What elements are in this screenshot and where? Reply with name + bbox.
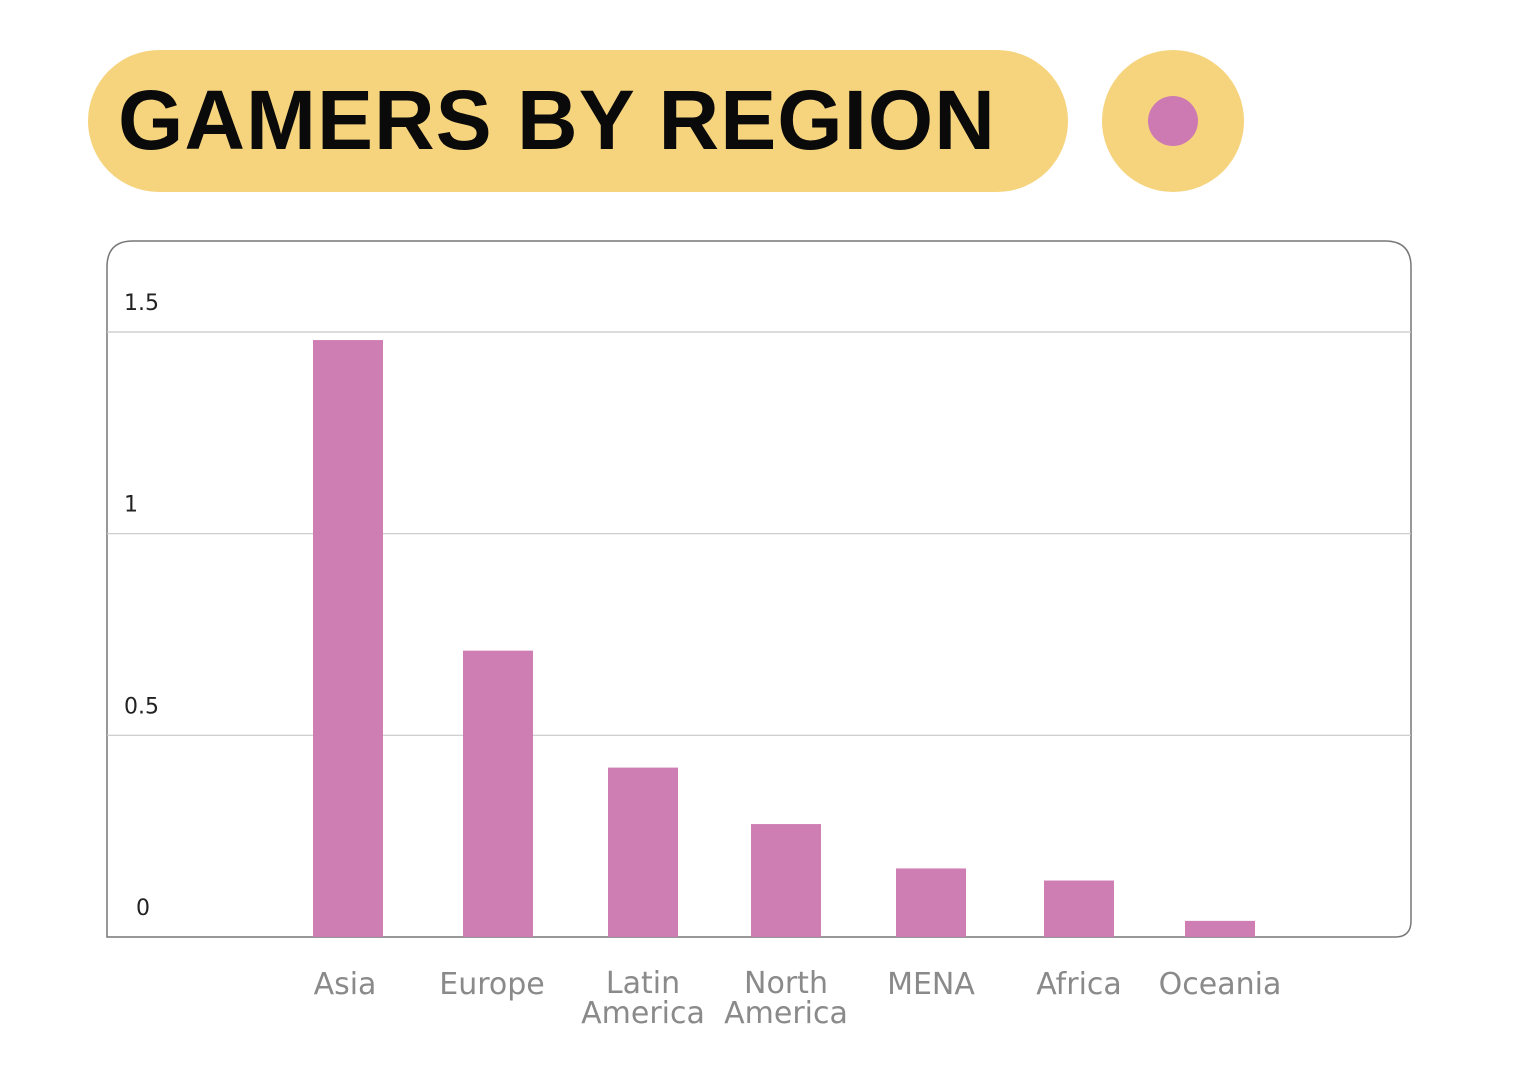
- dot-icon: [1148, 96, 1198, 146]
- x-tick-label: Latin: [606, 966, 680, 1001]
- plot-frame: [106, 240, 1412, 938]
- x-tick-label: North: [744, 966, 828, 1001]
- y-tick-label: 0: [136, 896, 150, 921]
- x-tick-label: Asia: [314, 967, 377, 1002]
- chart-title: GAMERS BY REGION: [118, 73, 996, 167]
- y-tick-label: 1: [124, 493, 138, 518]
- decorative-badge: [1102, 50, 1244, 192]
- x-tick-label: Europe: [439, 967, 545, 1002]
- x-tick-label: Oceania: [1159, 967, 1282, 1002]
- y-tick-label: 0.5: [124, 694, 159, 719]
- bar-oceania: [1185, 920, 1255, 937]
- title-banner: [88, 50, 1068, 192]
- bar-europe: [463, 650, 533, 937]
- bar-mena: [896, 868, 966, 937]
- x-tick-label: Africa: [1036, 967, 1122, 1002]
- x-tick-label: America: [724, 996, 848, 1031]
- y-tick-label: 1.5: [124, 291, 159, 316]
- x-tick-label: MENA: [887, 967, 975, 1002]
- bar-north-america: [751, 824, 821, 937]
- x-tick-label: America: [581, 996, 705, 1031]
- bar-africa: [1044, 880, 1114, 937]
- bar-asia: [313, 340, 383, 938]
- bar-latin-america: [608, 767, 678, 937]
